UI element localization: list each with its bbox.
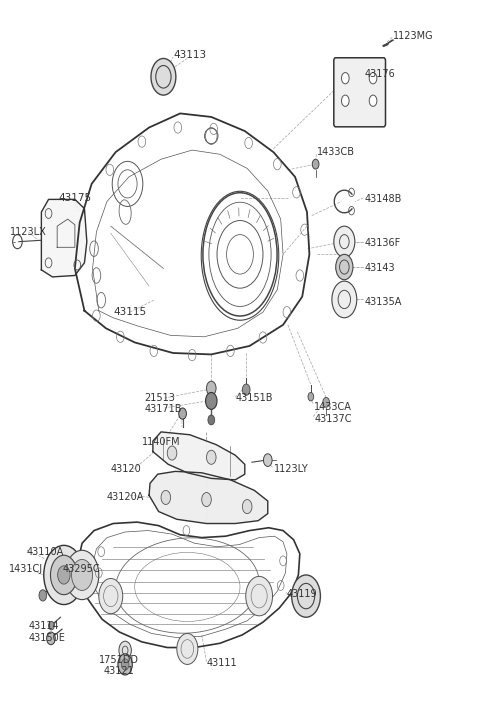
Text: 1123LX: 1123LX bbox=[10, 227, 47, 237]
Polygon shape bbox=[153, 432, 245, 480]
Circle shape bbox=[312, 160, 319, 169]
Text: 1751DD: 1751DD bbox=[99, 655, 139, 665]
Text: 1431CJ: 1431CJ bbox=[9, 564, 43, 574]
Circle shape bbox=[206, 450, 216, 465]
Circle shape bbox=[72, 559, 93, 590]
Circle shape bbox=[206, 381, 216, 395]
Text: 43295C: 43295C bbox=[63, 564, 100, 574]
Text: 1123LY: 1123LY bbox=[274, 465, 308, 474]
Text: 43135A: 43135A bbox=[364, 297, 402, 307]
Text: 1123MG: 1123MG bbox=[393, 31, 434, 41]
Circle shape bbox=[341, 73, 349, 84]
Text: 1140FM: 1140FM bbox=[142, 437, 180, 447]
Circle shape bbox=[161, 491, 170, 505]
Circle shape bbox=[292, 575, 321, 617]
Text: 43151B: 43151B bbox=[235, 393, 273, 403]
Circle shape bbox=[242, 500, 252, 514]
Circle shape bbox=[177, 633, 198, 664]
Circle shape bbox=[332, 281, 357, 318]
Circle shape bbox=[99, 578, 123, 614]
Text: 43136F: 43136F bbox=[364, 238, 401, 248]
Circle shape bbox=[58, 566, 70, 584]
Text: 43120A: 43120A bbox=[107, 492, 144, 502]
Circle shape bbox=[65, 550, 99, 599]
Circle shape bbox=[151, 59, 176, 95]
Circle shape bbox=[44, 545, 84, 604]
Text: 21513: 21513 bbox=[144, 393, 175, 403]
Circle shape bbox=[47, 632, 55, 645]
Polygon shape bbox=[41, 199, 87, 277]
Circle shape bbox=[341, 95, 349, 107]
Text: 43148B: 43148B bbox=[364, 194, 402, 205]
Circle shape bbox=[369, 73, 377, 84]
Circle shape bbox=[308, 393, 314, 401]
Text: 1433CA: 1433CA bbox=[314, 402, 352, 412]
Circle shape bbox=[121, 659, 129, 670]
Text: 43137C: 43137C bbox=[314, 414, 352, 424]
Circle shape bbox=[118, 654, 132, 675]
Text: 43119: 43119 bbox=[287, 589, 318, 599]
Circle shape bbox=[167, 446, 177, 460]
Circle shape bbox=[50, 555, 77, 594]
Polygon shape bbox=[149, 472, 268, 524]
Text: 43111: 43111 bbox=[206, 658, 237, 668]
Text: 43114: 43114 bbox=[28, 621, 59, 631]
Circle shape bbox=[48, 621, 54, 630]
Circle shape bbox=[246, 576, 273, 616]
Circle shape bbox=[336, 254, 353, 280]
Circle shape bbox=[119, 641, 132, 659]
Text: 43150E: 43150E bbox=[28, 633, 65, 642]
Text: 43143: 43143 bbox=[364, 263, 395, 273]
FancyBboxPatch shape bbox=[334, 58, 385, 127]
Circle shape bbox=[208, 415, 215, 425]
Circle shape bbox=[323, 397, 329, 407]
Text: 43110A: 43110A bbox=[27, 546, 64, 557]
Circle shape bbox=[369, 95, 377, 107]
Circle shape bbox=[242, 384, 250, 395]
Text: 43176: 43176 bbox=[364, 69, 395, 79]
Text: 1433CB: 1433CB bbox=[317, 147, 355, 157]
Circle shape bbox=[334, 226, 355, 257]
Circle shape bbox=[179, 408, 186, 419]
Text: 43121: 43121 bbox=[104, 666, 135, 676]
Text: 43115: 43115 bbox=[113, 307, 146, 317]
Text: 43120: 43120 bbox=[111, 465, 142, 474]
Text: 43113: 43113 bbox=[173, 50, 206, 60]
Text: 43171B: 43171B bbox=[144, 405, 182, 414]
Circle shape bbox=[264, 454, 272, 467]
Circle shape bbox=[202, 493, 211, 507]
Circle shape bbox=[205, 393, 217, 409]
Circle shape bbox=[39, 590, 47, 601]
Text: 43175: 43175 bbox=[58, 193, 92, 203]
